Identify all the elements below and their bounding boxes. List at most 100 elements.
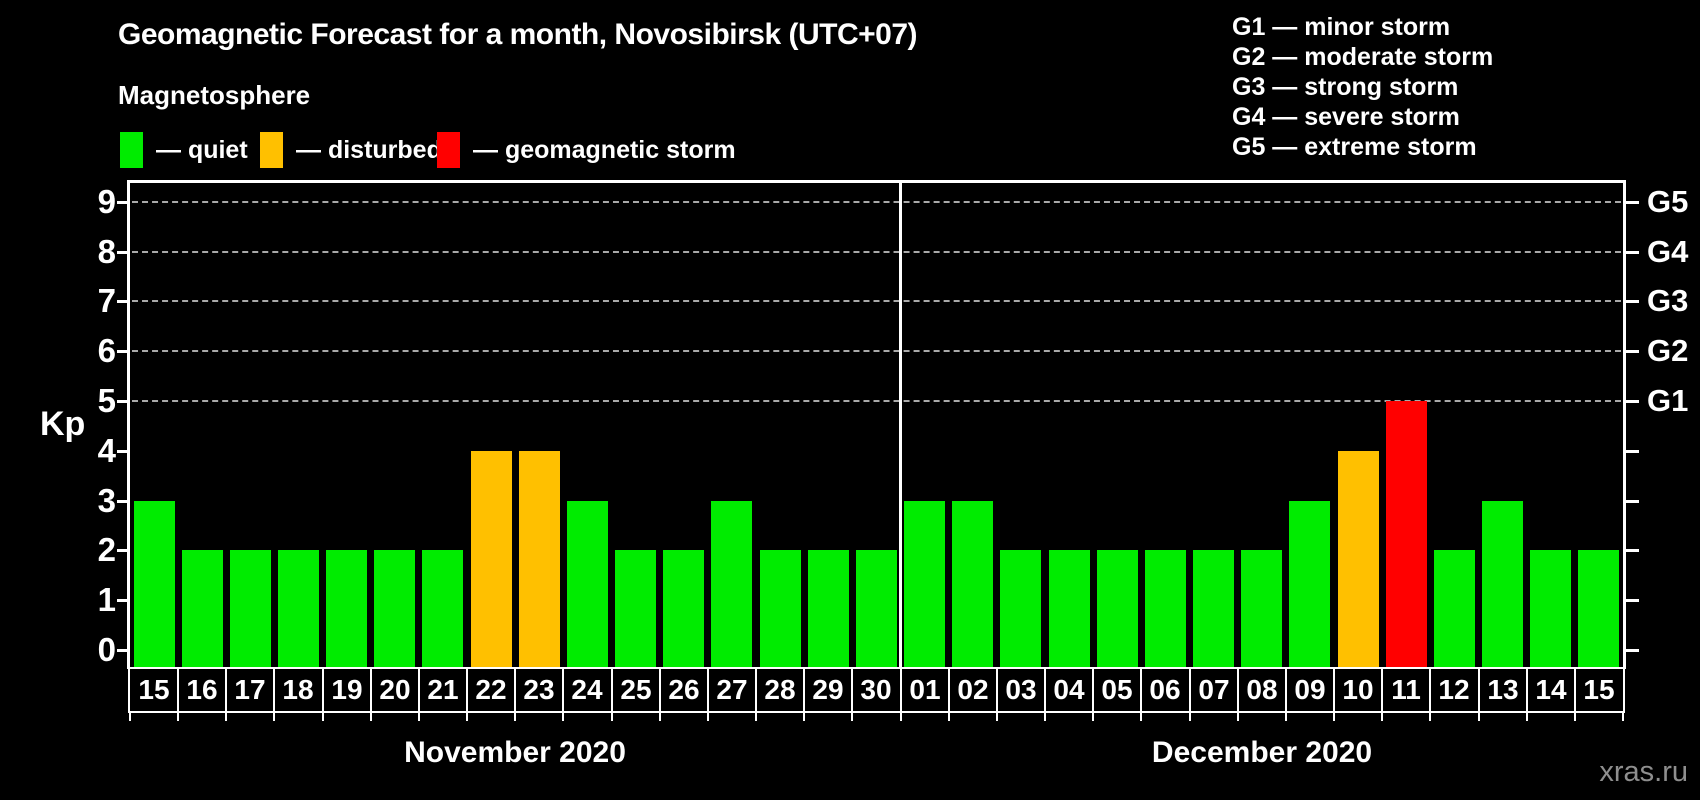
kp-bar-december-11 — [1386, 401, 1427, 669]
kp-bar-november-15 — [134, 501, 175, 669]
y-axis-tick-7 — [117, 300, 130, 304]
y-axis-tick-3 — [117, 499, 130, 503]
y-axis-label-8: 8 — [97, 232, 116, 270]
right-axis-tick-4 — [1626, 449, 1639, 453]
day-boundary-tick — [1044, 713, 1046, 721]
day-boundary-tick — [273, 713, 275, 721]
g2-legend-line: G2 — moderate storm — [1232, 43, 1494, 71]
y-axis-label-1: 1 — [97, 581, 116, 619]
day-label-december-04: 04 — [1053, 674, 1085, 705]
gridline-kp5 — [132, 400, 1621, 402]
kp-bar-december-12 — [1434, 550, 1475, 669]
day-boundary-tick — [755, 713, 757, 721]
day-label-december-08: 08 — [1246, 674, 1278, 705]
day-cell-separator — [370, 669, 372, 711]
y-axis-label-7: 7 — [97, 282, 116, 320]
day-label-december-11: 11 — [1391, 674, 1421, 705]
day-boundary-tick — [322, 713, 324, 721]
kp-bar-december-13 — [1482, 501, 1523, 669]
right-axis-tick-8 — [1626, 250, 1639, 254]
kp-bar-november-19 — [326, 550, 367, 669]
quiet-color-swatch — [120, 132, 143, 168]
kp-bar-november-22 — [471, 451, 512, 669]
y-axis-tick-8 — [117, 250, 130, 254]
kp-bar-november-29 — [808, 550, 849, 669]
y-axis-label-4: 4 — [97, 431, 116, 469]
day-label-december-14: 14 — [1535, 674, 1567, 705]
kp-bar-december-14 — [1530, 550, 1571, 669]
day-boundary-tick — [948, 713, 950, 721]
day-boundary-tick — [1140, 713, 1142, 721]
day-label-december-03: 03 — [1005, 674, 1037, 705]
day-label-row: 15 16 17 18 19 20 21 22 23 24 25 26 27 28 29 30 01 02 03 04… — [128, 667, 1625, 713]
month-label-november: November 2020 — [404, 736, 626, 769]
day-cell-separator — [851, 669, 853, 711]
day-boundary-tick — [177, 713, 179, 721]
y-axis-label-9: 9 — [97, 182, 116, 220]
day-cell-separator — [803, 669, 805, 711]
day-cell-separator — [514, 669, 516, 711]
month-divider-line — [899, 183, 902, 669]
kp-bar-november-23 — [519, 451, 560, 669]
day-boundary-tick — [996, 713, 998, 721]
day-label-november-28: 28 — [764, 674, 796, 705]
right-axis-label-g3: G3 — [1647, 283, 1689, 319]
kp-bar-november-27 — [711, 501, 752, 669]
kp-bar-december-10 — [1338, 451, 1379, 669]
day-label-november-15: 15 — [138, 674, 170, 705]
day-cell-separator — [273, 669, 275, 711]
kp-bar-november-25 — [615, 550, 656, 669]
kp-bar-december-15 — [1578, 550, 1619, 669]
day-cell-separator — [225, 669, 227, 711]
g4-legend-line: G4 — severe storm — [1232, 103, 1460, 131]
kp-bar-november-26 — [663, 550, 704, 669]
month-label-december: December 2020 — [1151, 736, 1373, 769]
kp-bar-november-24 — [567, 501, 608, 669]
day-boundary-tick — [1092, 713, 1094, 721]
right-axis-tick-9 — [1626, 200, 1639, 204]
kp-bar-november-28 — [760, 550, 801, 669]
day-boundary-tick — [851, 713, 853, 721]
g-scale-legend: G1 — minor storm G2 — moderate storm G3 … — [1232, 12, 1493, 162]
day-boundary-tick — [900, 713, 902, 721]
day-boundary-tick — [1526, 713, 1528, 721]
plot-frame-right — [1623, 180, 1626, 669]
day-boundary-tick — [803, 713, 805, 721]
plot-frame-left — [127, 180, 130, 669]
day-label-november-27: 27 — [716, 674, 748, 705]
y-axis-tick-4 — [117, 449, 130, 453]
day-cell-separator — [1429, 669, 1431, 711]
magnetosphere-label: Magnetosphere — [118, 80, 311, 110]
day-boundary-tick — [562, 713, 564, 721]
day-boundary-tick — [129, 713, 131, 721]
storm-color-swatch — [437, 132, 460, 168]
day-label-november-18: 18 — [282, 674, 314, 705]
right-axis-tick-6 — [1626, 350, 1639, 354]
day-label-december-15: 15 — [1583, 674, 1615, 705]
gridline-kp7 — [132, 300, 1621, 303]
day-label-december-09: 09 — [1294, 674, 1326, 705]
right-axis-tick-1 — [1626, 599, 1639, 603]
day-boundary-tick — [514, 713, 516, 721]
day-boundary-tick — [466, 713, 468, 721]
g5-legend-line: G5 — extreme storm — [1232, 133, 1477, 161]
day-cell-separator — [1333, 669, 1335, 711]
y-axis-tick-6 — [117, 350, 130, 354]
day-cell-separator — [1381, 669, 1383, 711]
day-label-november-20: 20 — [379, 674, 411, 705]
right-axis-label-g1: G1 — [1647, 383, 1689, 418]
day-label-november-29: 29 — [812, 674, 844, 705]
day-cell-separator — [1140, 669, 1142, 711]
day-boundary-tick — [1574, 713, 1576, 721]
y-axis-title: Kp — [40, 405, 86, 443]
day-cell-separator — [1574, 669, 1576, 711]
day-label-november-30: 30 — [860, 674, 892, 705]
kp-bar-december-08 — [1241, 550, 1282, 669]
day-label-november-19: 19 — [331, 674, 363, 705]
day-label-november-17: 17 — [234, 674, 266, 705]
day-cell-separator — [562, 669, 564, 711]
y-axis-label-6: 6 — [97, 332, 116, 370]
right-axis-label-g5: G5 — [1647, 183, 1689, 219]
right-axis-tick-0 — [1626, 649, 1639, 652]
